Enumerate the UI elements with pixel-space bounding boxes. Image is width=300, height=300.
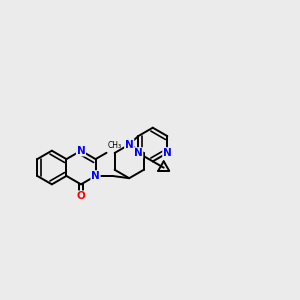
Text: O: O <box>76 191 85 201</box>
Text: N: N <box>91 171 100 181</box>
Text: N: N <box>76 146 85 156</box>
Text: CH₃: CH₃ <box>107 141 121 150</box>
Text: N: N <box>163 148 172 158</box>
Text: N: N <box>125 140 134 149</box>
Text: N: N <box>134 148 142 158</box>
